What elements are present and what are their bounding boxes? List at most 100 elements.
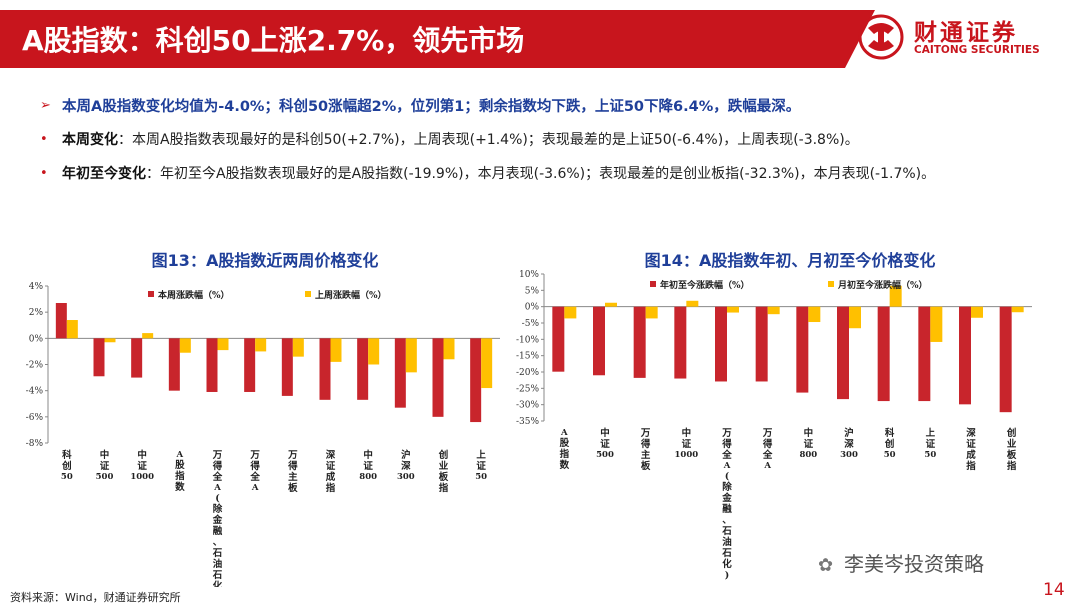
category-label-char: 指	[326, 482, 336, 494]
category-label-char: 科	[885, 427, 895, 439]
category-label-char: 创	[1006, 427, 1017, 439]
y-tick-label: -6%	[26, 413, 44, 423]
category-label-char: 金	[721, 492, 732, 504]
category-label-char: 证	[100, 461, 110, 472]
category-label-char: 股	[560, 438, 570, 449]
category-label-char: 得	[287, 460, 298, 472]
legend-swatch	[148, 291, 154, 297]
slide-header: A股指数：科创50上涨2.7%，领先市场 财通证券 CAITONG SECURI…	[0, 0, 1080, 72]
category-label-char: 全	[249, 471, 260, 483]
category-label-char: 创	[61, 460, 72, 472]
category-label-char: 证	[600, 439, 610, 450]
category-label-char: 证	[363, 461, 373, 472]
y-tick-label: 10%	[519, 270, 539, 280]
category-label-char: 指	[1007, 460, 1017, 472]
bar-secondary	[930, 306, 943, 342]
category-label-char: 板	[1007, 449, 1017, 461]
bar-primary	[168, 338, 180, 391]
legend-swatch	[305, 291, 311, 297]
y-tick-label: 5%	[525, 286, 540, 296]
bar-secondary	[849, 306, 861, 329]
category-label-segment: 1000	[674, 450, 698, 460]
y-tick-label: -2%	[26, 361, 44, 371]
category-label-char: 石	[212, 548, 223, 559]
category-label-char: 中	[682, 427, 692, 439]
category-label-segment: 800	[359, 472, 377, 482]
bar-secondary	[481, 338, 493, 389]
arrow-bullet-icon: ➢	[40, 97, 51, 113]
category-label-char: 深	[966, 427, 976, 439]
y-tick-label: 4%	[29, 282, 44, 292]
bar-secondary	[971, 306, 983, 318]
category-label-char: 股	[175, 460, 185, 471]
bar-primary	[357, 338, 369, 400]
y-tick-label: -20%	[516, 368, 539, 378]
category-label-char: 万	[721, 428, 732, 439]
category-label-char: 得	[640, 438, 651, 450]
brand-name-cn: 财通证券	[914, 20, 1018, 46]
category-label-segment: 50	[884, 450, 896, 460]
bullet-weekly: • 本周变化 ：本周A股指数表现最好的是科创50(+2.7%)，上周表现(+1.…	[40, 122, 1060, 156]
y-tick-label: 0%	[29, 334, 44, 344]
bar-primary	[959, 306, 971, 405]
category-label-char: 上	[926, 427, 936, 439]
wechat-icon: ✿	[818, 555, 834, 576]
y-tick-label: -4%	[26, 387, 44, 397]
category-label-segment: A	[560, 428, 568, 438]
bar-primary	[633, 306, 646, 378]
category-label-char: 深	[401, 460, 411, 472]
category-label-char: 全	[721, 449, 732, 461]
category-label-char: )	[725, 570, 730, 581]
category-label-char: (	[725, 471, 730, 482]
category-label-segment: 1000	[130, 472, 154, 482]
category-label-segment: A	[251, 483, 259, 493]
category-label-char: 除	[722, 481, 732, 493]
bullet-weekly-label: 本周变化	[62, 132, 118, 148]
chart-ytd-change-plot: 10%5%0%-5%-10%-15%-20%-25%-30%-35%A股指数中证…	[516, 270, 1032, 581]
bar-secondary	[217, 338, 229, 351]
chart-ytd-change: 图14：A股指数年初、月初至今价格变化 10% 5% 0% -5% -10% -15% -2…	[510, 247, 1070, 587]
bar-secondary	[686, 300, 699, 307]
bar-primary	[918, 306, 931, 402]
category-label-char: 融	[722, 503, 732, 515]
bullet-ytd: • 年初至今变化 ：年初至今A股指数表现最好的是A股指数(-19.9%)，本月表…	[40, 156, 1060, 190]
bar-primary	[999, 306, 1012, 413]
bar-secondary	[330, 338, 342, 362]
category-label-char: 万	[287, 450, 298, 461]
category-label-char: 上	[476, 449, 486, 461]
category-label-char: 万	[212, 450, 223, 461]
bar-secondary	[1011, 306, 1024, 313]
bullet-ytd-label: 年初至今变化	[62, 166, 146, 182]
y-tick-label: 2%	[29, 308, 44, 318]
bar-primary	[470, 338, 482, 423]
y-tick-label: -35%	[516, 417, 539, 427]
category-label-segment: A	[763, 461, 771, 471]
category-label-char: 中	[363, 449, 373, 461]
bar-primary	[394, 338, 406, 408]
category-label-char: 金	[212, 514, 223, 526]
bar-secondary	[808, 306, 821, 323]
watermark-text: 李美岑投资策略	[844, 552, 984, 576]
y-tick-label: -25%	[516, 384, 539, 394]
bar-primary	[281, 338, 293, 396]
bar-primary	[715, 306, 727, 382]
category-label-char: 石	[721, 526, 732, 537]
category-label-char: 创	[884, 438, 895, 450]
source-note: 资料来源：Wind，财通证券研究所	[10, 591, 181, 604]
category-label-char: 指	[560, 448, 570, 460]
legend-label: 本周涨跌幅（%）	[158, 289, 230, 301]
chart-title: 图13：A股指数近两周价格变化	[151, 251, 379, 270]
category-label-char: 证	[326, 461, 336, 472]
page-number: 14	[1043, 580, 1065, 600]
category-label-char: 证	[966, 439, 976, 450]
category-label-char: 得	[249, 460, 260, 472]
bar-primary	[674, 306, 687, 379]
bar-secondary	[443, 338, 455, 360]
lead-bullet: ➢ 本周A股指数变化均值为-4.0%；科创50涨幅超2%，位列第1；剩余指数均下…	[40, 88, 1060, 122]
category-label-char: 科	[62, 449, 72, 461]
category-label-segment: A	[213, 483, 221, 493]
slide-title: A股指数：科创50上涨2.7%，领先市场	[22, 24, 525, 57]
bar-primary	[796, 306, 809, 393]
category-label-char: 油	[213, 558, 223, 570]
category-label-char: (	[215, 493, 220, 504]
